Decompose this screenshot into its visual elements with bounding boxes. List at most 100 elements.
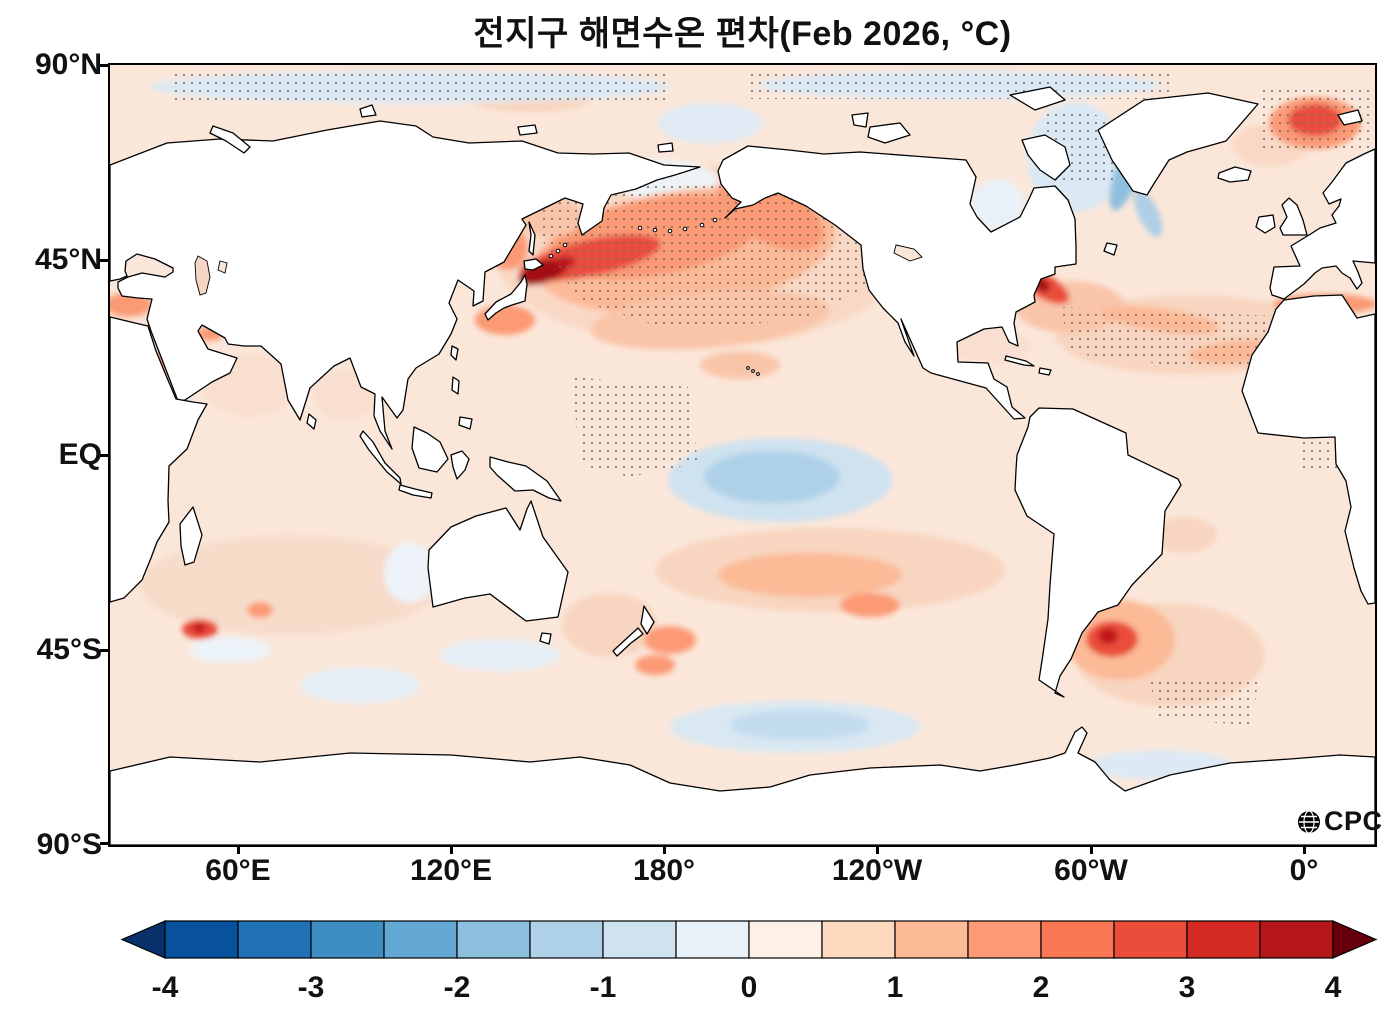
stipple-overlay: [170, 71, 1375, 725]
axis-tick: [1090, 845, 1093, 854]
land-severnaya-zemlya: [359, 104, 377, 118]
stipple-west-pacific: [572, 377, 698, 477]
hawaii-island: [746, 366, 750, 370]
land-antarctica: [110, 726, 1375, 845]
cool-anomaly-west-australia: [384, 543, 436, 603]
colorbar-segment: [967, 920, 1042, 959]
colorbar-right-arrow: [1332, 920, 1378, 959]
warm-anomaly-south-indian: [140, 535, 440, 635]
cool-anomaly-south-indian: [300, 667, 420, 703]
colorbar-segment: [1186, 920, 1261, 959]
aral-sea: [217, 260, 228, 274]
cool-anomaly-hudson-bay: [972, 179, 1024, 231]
warm-anomaly-east-nz: [644, 626, 696, 654]
cool-anomaly-equatorial-pacific-core: [704, 451, 840, 503]
x-axis-label-60w: 60°W: [1054, 854, 1128, 887]
map-svg: [110, 65, 1375, 845]
stipple-arctic-west: [170, 73, 670, 103]
kuril-island: [562, 242, 568, 248]
land-north-america: [717, 145, 1077, 420]
axis-tick: [663, 845, 666, 854]
axis-tick: [100, 454, 109, 457]
x-axis-label-120w: 120°W: [831, 854, 923, 887]
caspian-sea: [194, 255, 211, 296]
colorbar-segment: [602, 920, 677, 959]
colorbar-tick: -3: [298, 971, 325, 1004]
warm-anomaly-brazil: [1153, 517, 1217, 553]
colorbar-tick: -2: [444, 971, 471, 1004]
colorbar-segment: [529, 920, 604, 959]
x-axis-label-180: 180°: [632, 854, 696, 887]
land-europe: [1269, 148, 1375, 300]
land-greenland: [1097, 92, 1259, 196]
axis-tick: [450, 845, 453, 854]
land-victoria-island: [867, 122, 911, 144]
land-newfoundland: [1103, 242, 1118, 256]
colorbar-segment: [1259, 920, 1334, 959]
colorbar-segment: [237, 920, 312, 959]
warm-anomaly-blob: [840, 593, 900, 617]
land-mindanao: [458, 416, 473, 430]
map-layers: [110, 65, 1375, 845]
land-borneo: [411, 426, 449, 473]
cpc-globe-icon: [1298, 809, 1320, 834]
axis-tick: [237, 845, 240, 854]
colorbar-tick: -1: [590, 971, 617, 1004]
axis-tick: [100, 64, 109, 67]
cool-anomaly-irminger: [1133, 189, 1163, 237]
x-axis-label-0: 0°: [1289, 854, 1319, 887]
y-axis-label-90s: 90°S: [36, 828, 102, 861]
aleutian-island: [667, 228, 673, 234]
y-axis-label-90n: 90°N: [34, 48, 102, 81]
colorbar-segment: [1113, 920, 1188, 959]
colorbar-segment: [1040, 920, 1115, 959]
inland-seas: [194, 244, 923, 296]
cpc-logo-text: CPC: [1324, 806, 1383, 836]
warm-anomaly-argentine-core2: [1098, 628, 1118, 644]
kuril-island: [555, 248, 561, 254]
land-hispaniola: [1038, 367, 1052, 376]
land-sakhalin: [528, 221, 536, 256]
y-axis-label-45s: 45°S: [36, 633, 102, 666]
land-sri-lanka: [306, 413, 317, 430]
warm-anomaly-blob: [247, 602, 273, 618]
cool-anomaly-southern-ocean-core: [730, 710, 870, 740]
land-ellesmere: [1009, 86, 1066, 111]
axis-tick: [100, 259, 109, 262]
land-new-guinea: [489, 456, 562, 502]
land-africa-west: [1241, 294, 1375, 605]
colorbar-tick: 1: [887, 971, 904, 1004]
axis-tick: [100, 842, 109, 845]
colorbar-segment: [894, 920, 969, 959]
land-baffin-island: [1021, 134, 1071, 181]
hawaii-island: [751, 369, 755, 373]
warm-anomaly-south-pacific-core: [718, 553, 902, 597]
land-nz-south: [612, 627, 644, 657]
colorbar-segment: [456, 920, 531, 959]
stipple-arctic-east: [750, 71, 1170, 99]
land-java: [398, 484, 433, 499]
landmasses: [110, 86, 1375, 845]
land-honshu: [484, 274, 528, 321]
axis-tick: [1303, 845, 1306, 854]
land-nz-north: [640, 605, 655, 635]
land-sulawesi: [450, 450, 470, 480]
x-axis-label-60e: 60°E: [205, 854, 271, 887]
colorbar-tick: 4: [1325, 971, 1342, 1004]
land-africa-east: [110, 316, 208, 603]
land-australia: [427, 500, 569, 622]
warm-anomaly-blob: [635, 655, 675, 675]
land-new-siberian-islands: [517, 124, 538, 136]
land-ireland: [1255, 214, 1276, 234]
axis-tick: [100, 649, 109, 652]
land-wrangel: [657, 142, 674, 153]
y-axis-label-eq: EQ: [58, 438, 102, 471]
colorbar-segment: [675, 920, 750, 959]
colorbar: -4 -3 -2 -1 0 1 2 3 4: [120, 920, 1378, 1004]
colorbar-tick: 2: [1033, 971, 1050, 1004]
colorbar-segment: [383, 920, 458, 959]
colorbar-tick: 3: [1179, 971, 1196, 1004]
stipple-north-pacific: [540, 177, 885, 330]
cool-anomaly-bight: [440, 639, 560, 671]
